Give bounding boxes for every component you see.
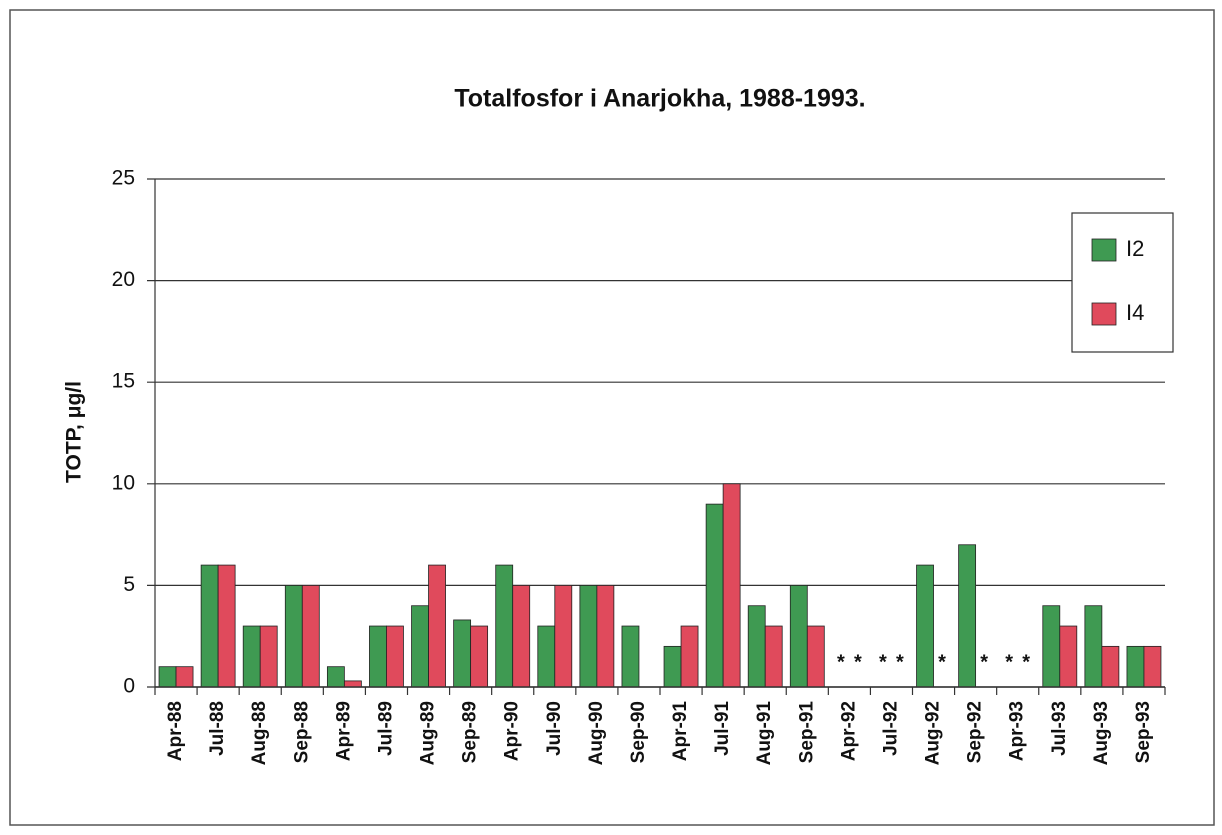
x-tick-label: Apr-88 [165,701,186,761]
missing-marker: * [879,651,887,673]
x-tick-label: Apr-89 [333,701,354,761]
x-tick-label: Jul-90 [544,701,565,756]
legend-swatch [1091,238,1117,262]
bar [663,645,682,688]
x-tick-label: Aug-89 [418,701,439,765]
bar [705,503,724,688]
bar [722,483,741,688]
bar [958,544,977,688]
missing-marker: * [938,651,946,673]
missing-marker: * [854,651,862,673]
bar [453,619,472,688]
x-tick-label: Aug-92 [923,701,944,765]
missing-marker: * [837,651,845,673]
bar [200,564,219,688]
legend-label: I2 [1126,236,1144,261]
bar [1059,625,1078,688]
legend-label: I4 [1126,300,1144,325]
missing-marker: * [1022,651,1030,673]
bar [217,564,236,688]
x-tick-label: Jul-88 [207,701,228,756]
x-tick-label: Apr-90 [502,701,523,761]
bar [259,625,278,688]
y-tick-label: 0 [123,675,135,698]
x-tick-label: Aug-88 [249,701,270,765]
bar [579,585,598,688]
bar [1143,645,1162,688]
bar [916,564,934,688]
chart-title: Totalfosfor i Anarjokha, 1988-1993. [454,85,865,113]
bar [621,625,640,688]
bar [806,625,825,688]
bar [428,564,446,688]
x-tick-label: Jul-91 [712,701,733,756]
x-tick-label: Jul-93 [1049,701,1070,756]
x-tick-label: Sep-89 [460,701,481,763]
bar [495,564,514,688]
missing-marker: * [980,651,988,673]
x-tick-label: Jul-92 [880,701,901,756]
x-tick-label: Sep-93 [1133,701,1154,763]
x-tick-label: Apr-91 [670,701,691,762]
x-tick-label: Sep-91 [796,701,817,764]
bar [284,585,303,688]
y-tick-label: 25 [112,167,135,190]
x-tick-label: Aug-91 [754,701,775,766]
legend-box [1071,212,1174,353]
bar [747,605,766,688]
bar [158,666,177,688]
x-tick-label: Sep-88 [291,701,312,763]
bar [470,625,489,688]
x-tick-label: Apr-93 [1007,701,1028,761]
y-tick-label: 10 [112,471,135,494]
bar [554,585,573,688]
x-tick-label: Jul-89 [375,701,396,756]
y-tick-label: 20 [112,268,135,291]
y-tick-label: 15 [112,370,135,393]
bar [369,625,387,688]
x-tick-label: Apr-92 [838,701,859,761]
bar [680,625,699,688]
bar [1101,645,1120,688]
x-tick-label: Aug-90 [586,701,607,765]
bar [411,605,429,688]
bar [1084,605,1103,688]
x-tick-label: Sep-90 [628,701,649,763]
bar [537,625,556,688]
bar [1126,645,1145,688]
bar [789,585,808,688]
bar [1042,605,1061,688]
bar [175,666,194,688]
bar [596,585,615,688]
bar [764,625,783,688]
frame [9,9,1215,826]
y-axis-label: TOTP, μg/l [63,381,86,483]
bar [242,625,261,688]
missing-marker: * [896,651,904,673]
missing-marker: * [1005,651,1013,673]
bar [326,666,345,688]
bar [301,585,320,688]
y-tick-label: 5 [123,573,135,596]
bar [343,680,362,688]
x-tick-label: Sep-92 [965,701,986,763]
bar [386,625,404,688]
legend-swatch [1091,302,1117,326]
bar [512,585,531,688]
x-tick-label: Aug-93 [1091,701,1112,765]
